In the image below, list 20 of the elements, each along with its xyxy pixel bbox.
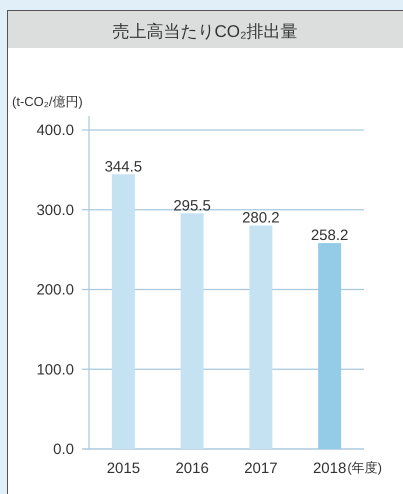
y-axis-title: (t-CO₂/億円) bbox=[12, 94, 83, 109]
bar bbox=[318, 243, 342, 449]
data-label: 295.5 bbox=[173, 197, 211, 214]
chart-title: 売上高当たりCO₂排出量 bbox=[112, 22, 298, 41]
x-axis-title: (年度) bbox=[347, 460, 382, 475]
x-tick-label: 2015 bbox=[106, 460, 140, 477]
y-tick-label: 400.0 bbox=[36, 122, 74, 139]
y-tick-label: 200.0 bbox=[36, 282, 74, 298]
data-label: 258.2 bbox=[310, 227, 348, 244]
x-tick-label: 2016 bbox=[175, 460, 209, 477]
y-tick-label: 100.0 bbox=[36, 361, 74, 378]
data-label: 280.2 bbox=[242, 210, 280, 227]
y-tick-label: 300.0 bbox=[36, 202, 74, 219]
x-tick-label: 2018 bbox=[312, 460, 346, 477]
data-label: 344.5 bbox=[104, 158, 142, 176]
bar bbox=[112, 174, 135, 449]
bar bbox=[249, 226, 272, 449]
x-tick-label: 2017 bbox=[244, 460, 278, 477]
y-tick-label: 0.0 bbox=[53, 441, 74, 458]
bar bbox=[180, 213, 204, 449]
